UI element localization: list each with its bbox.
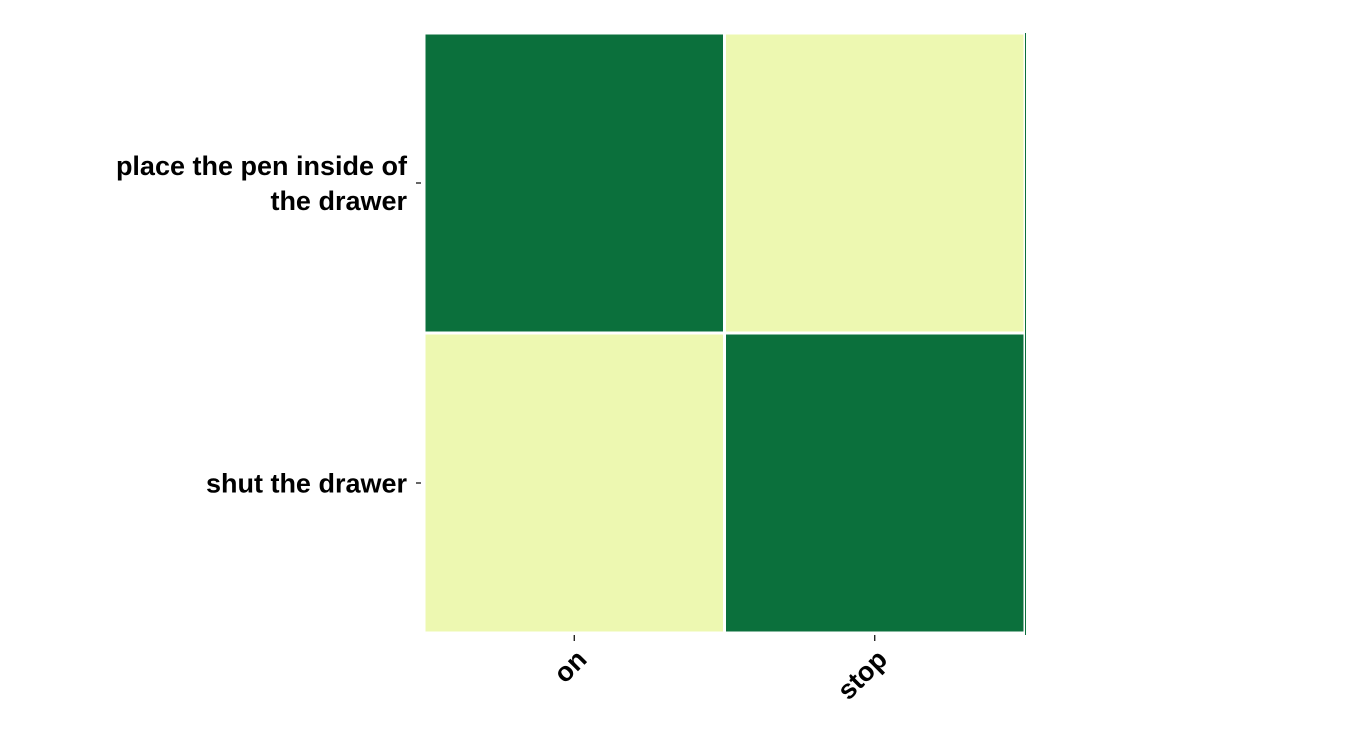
heatmap-cell-r0-c0: [425, 34, 723, 332]
x-tick-label-1: stop: [831, 644, 893, 706]
y-tick-label-line: the drawer: [270, 186, 407, 216]
y-tick-label-1: shut the drawer: [206, 469, 408, 499]
heatmap-cell-r1-c1: [726, 334, 1024, 632]
y-tick-label-line: place the pen inside of: [116, 151, 408, 181]
heatmap-cell-r1-c0: [425, 334, 723, 632]
y-tick-label-line: shut the drawer: [206, 469, 408, 499]
heatmap-cell-r0-c1: [726, 34, 1024, 332]
y-tick-label-0: place the pen inside of the drawer: [116, 151, 408, 216]
x-tick-label-0: on: [548, 644, 593, 689]
